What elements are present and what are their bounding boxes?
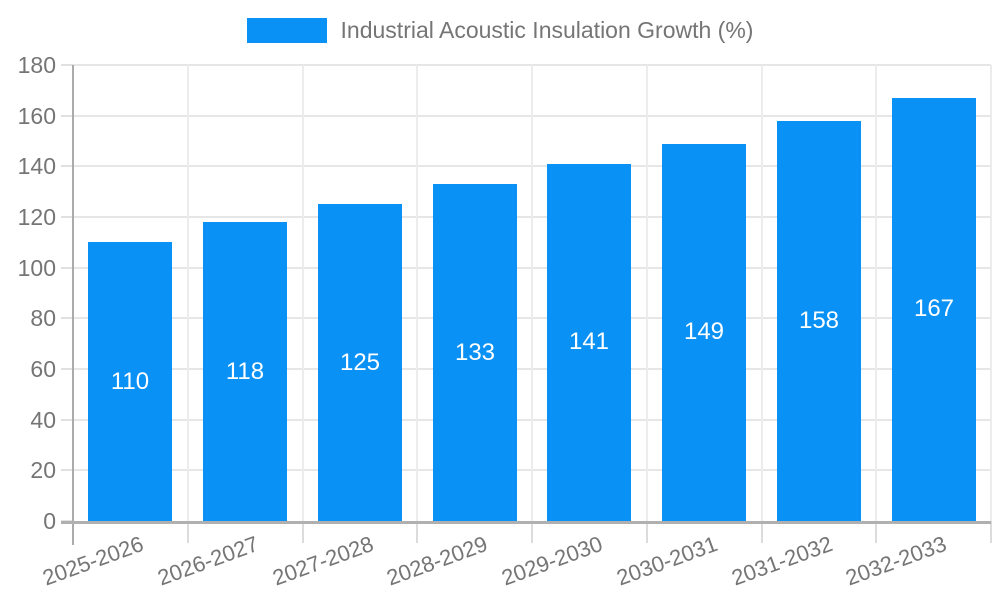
x-axis-label: 2031-2032 — [728, 531, 836, 591]
legend-label: Industrial Acoustic Insulation Growth (%… — [340, 17, 754, 43]
y-axis-line — [72, 65, 74, 545]
x-tick-mark — [990, 521, 992, 543]
bar-value-label: 133 — [454, 338, 496, 366]
bar-value-label: 118 — [225, 357, 265, 385]
bar[interactable]: 167 — [892, 97, 976, 521]
bar[interactable]: 110 — [88, 242, 172, 521]
x-tick-mark — [186, 521, 189, 543]
y-axis-tick-label: 100 — [17, 254, 56, 281]
y-axis-tick-label: 120 — [17, 204, 56, 230]
y-axis-tick-label: 60 — [30, 356, 56, 382]
gridline-vertical — [186, 65, 189, 521]
y-tick-mark — [61, 469, 73, 472]
y-tick-mark — [61, 266, 73, 269]
bar-value-label: 110 — [110, 367, 150, 395]
gridline-vertical — [875, 65, 878, 521]
gridline-vertical — [990, 65, 992, 521]
x-tick-mark — [760, 521, 763, 543]
x-axis-line — [61, 521, 991, 524]
y-axis-tick-label: 140 — [17, 153, 56, 180]
y-axis-tick-label: 80 — [30, 305, 56, 332]
legend[interactable]: Industrial Acoustic Insulation Growth (%… — [0, 17, 1000, 44]
bar-value-label: 125 — [339, 348, 381, 376]
x-axis-label: 2028-2029 — [383, 531, 492, 591]
y-tick-mark — [61, 165, 73, 168]
x-axis-label: 2029-2030 — [498, 531, 606, 591]
gridline-vertical — [531, 65, 533, 521]
bar-value-label: 158 — [798, 306, 840, 334]
y-tick-mark — [61, 418, 73, 421]
x-tick-mark — [875, 521, 878, 543]
bar[interactable]: 158 — [777, 120, 861, 521]
gridline-vertical — [301, 65, 304, 521]
legend-swatch[interactable] — [246, 18, 327, 43]
y-axis-tick-label: 180 — [17, 52, 56, 78]
y-axis-tick-label: 160 — [17, 102, 56, 129]
bar-value-label: 141 — [568, 328, 610, 356]
bar-value-label: 149 — [683, 318, 725, 346]
x-tick-mark — [301, 521, 304, 543]
gridline-vertical — [760, 65, 763, 521]
bar[interactable]: 125 — [318, 204, 402, 521]
x-axis-label: 2025-2026 — [39, 531, 147, 591]
bar[interactable]: 118 — [203, 222, 287, 521]
bar-value-label: 167 — [913, 295, 955, 323]
x-axis-label: 2030-2031 — [613, 531, 721, 591]
y-axis-tick-label: 0 — [43, 508, 56, 534]
bar[interactable]: 141 — [547, 163, 631, 521]
x-axis-label: 2026-2027 — [154, 531, 262, 591]
x-axis-label: 2032-2033 — [842, 531, 951, 591]
bar[interactable]: 133 — [433, 184, 517, 521]
x-tick-mark — [645, 521, 648, 543]
x-tick-mark — [531, 521, 533, 543]
x-tick-mark — [416, 521, 419, 543]
y-tick-mark — [61, 114, 73, 117]
y-axis-tick-label: 40 — [30, 406, 56, 433]
bar[interactable]: 149 — [662, 143, 746, 521]
y-tick-mark — [61, 64, 73, 66]
y-tick-mark — [61, 317, 73, 320]
gridline-vertical — [416, 65, 419, 521]
y-tick-mark — [61, 368, 73, 370]
gridline-vertical — [645, 65, 648, 521]
y-tick-mark — [61, 216, 73, 218]
x-axis-label: 2027-2028 — [269, 531, 377, 591]
y-axis-tick-label: 20 — [30, 457, 56, 484]
